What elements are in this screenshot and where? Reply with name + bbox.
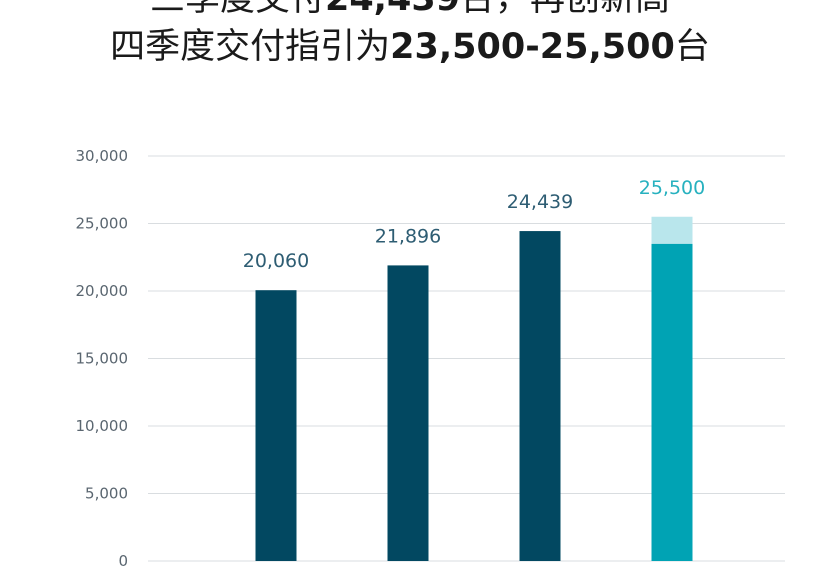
y-tick-label: 30,000 bbox=[76, 147, 129, 165]
headline-1-prefix: 三季度交付 bbox=[150, 0, 325, 19]
y-tick-label: 0 bbox=[118, 552, 128, 570]
bar bbox=[387, 265, 429, 561]
y-tick-label: 10,000 bbox=[76, 417, 129, 435]
headline-2-prefix: 四季度交付指引为 bbox=[110, 27, 391, 67]
bars bbox=[255, 216, 693, 562]
data-labels: 20,060 21,896 24,439 25,500 bbox=[243, 177, 705, 272]
headline-2-number: 23,500-25,500 bbox=[390, 27, 675, 67]
headline-1-suffix: 台，再创新高 bbox=[460, 0, 670, 19]
y-axis-ticks: 0 5,000 10,000 15,000 20,000 25,000 30,000 bbox=[76, 147, 129, 570]
bar bbox=[519, 231, 561, 562]
y-tick-label: 20,000 bbox=[76, 282, 129, 300]
bar-value-label: 20,060 bbox=[243, 250, 309, 272]
bar-guidance-range bbox=[651, 216, 693, 244]
bar-value-label: 24,439 bbox=[507, 191, 573, 213]
bar bbox=[255, 290, 297, 561]
bar-value-label: 21,896 bbox=[375, 225, 441, 247]
headline-line-2: 四季度交付指引为23,500-25,500台 bbox=[0, 30, 820, 65]
headline-1-number: 24,439 bbox=[325, 0, 460, 19]
y-tick-label: 5,000 bbox=[85, 485, 128, 503]
bar-value-label: 25,500 bbox=[639, 177, 705, 199]
headline-2-suffix: 台 bbox=[674, 27, 710, 67]
y-tick-label: 25,000 bbox=[76, 215, 129, 233]
headline-line-1: 三季度交付24,439台，再创新高 bbox=[0, 0, 820, 17]
bar bbox=[651, 243, 693, 561]
y-tick-label: 15,000 bbox=[76, 350, 129, 368]
